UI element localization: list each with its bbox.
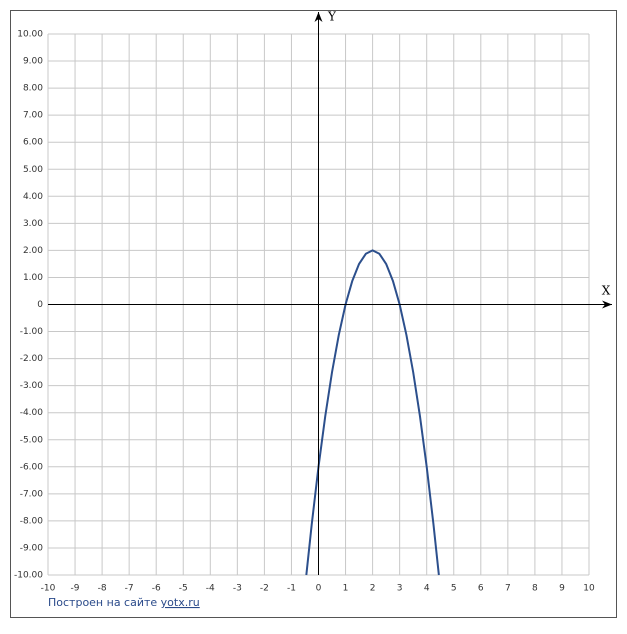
y-axis-arrow	[314, 12, 323, 22]
y-tick-label: 3.00	[23, 219, 43, 229]
x-tick-label: -8	[98, 584, 107, 594]
x-tick-label: -1	[287, 584, 296, 594]
x-tick-label: -2	[260, 584, 269, 594]
x-tick-label: 1	[343, 584, 349, 594]
x-tick-label: 5	[451, 584, 457, 594]
x-tick-label: -3	[233, 584, 242, 594]
x-tick-label: 9	[559, 584, 565, 594]
y-tick-label: 10.00	[17, 30, 43, 40]
x-tick-label: -6	[152, 584, 161, 594]
x-tick-label: -7	[125, 584, 134, 594]
y-tick-label: -1.00	[20, 327, 44, 337]
footer-text: Построен на сайте	[48, 596, 157, 609]
x-tick-label: 3	[397, 584, 403, 594]
y-tick-label: -7.00	[20, 489, 44, 499]
x-axis-arrow	[602, 300, 612, 309]
y-axis-label: Y	[327, 10, 337, 24]
x-tick-label: 10	[583, 584, 595, 594]
y-tick-label: -4.00	[20, 408, 44, 418]
x-tick-label: -10	[41, 584, 56, 594]
x-tick-label: 8	[532, 584, 538, 594]
y-tick-label: -9.00	[20, 543, 44, 553]
y-tick-label: 5.00	[23, 165, 43, 175]
y-tick-label: -3.00	[20, 381, 44, 391]
y-tick-label: 6.00	[23, 138, 43, 148]
x-tick-label: 2	[370, 584, 376, 594]
frame	[10, 10, 617, 618]
x-tick-label: 6	[478, 584, 484, 594]
y-tick-label: 7.00	[23, 111, 43, 121]
line	[305, 249, 440, 576]
y-tick-label: 2.00	[23, 246, 43, 256]
y-tick-label: 4.00	[23, 192, 43, 202]
y-tick-label: -6.00	[20, 462, 44, 472]
y-tick-label: -5.00	[20, 435, 44, 445]
x-axis-label: X	[602, 284, 611, 298]
y-tick-label: -8.00	[20, 516, 44, 526]
y-tick-label: 8.00	[23, 84, 43, 94]
y-tick-label: -10.00	[14, 571, 43, 581]
y-tick-label: 9.00	[23, 57, 43, 67]
y-tick-label: 0	[37, 300, 43, 310]
footer: Построен на сайте yotx.ru	[48, 596, 200, 609]
x-tick-label: -5	[179, 584, 188, 594]
footer-link[interactable]: yotx.ru	[161, 596, 200, 609]
x-tick-label: -4	[206, 584, 215, 594]
x-tick-label: 0	[316, 584, 322, 594]
y-tick-label: 1.00	[23, 273, 43, 283]
y-tick-label: -2.00	[20, 354, 44, 364]
x-tick-label: 7	[505, 584, 511, 594]
x-tick-label: -9	[71, 584, 80, 594]
x-tick-label: 4	[424, 584, 430, 594]
